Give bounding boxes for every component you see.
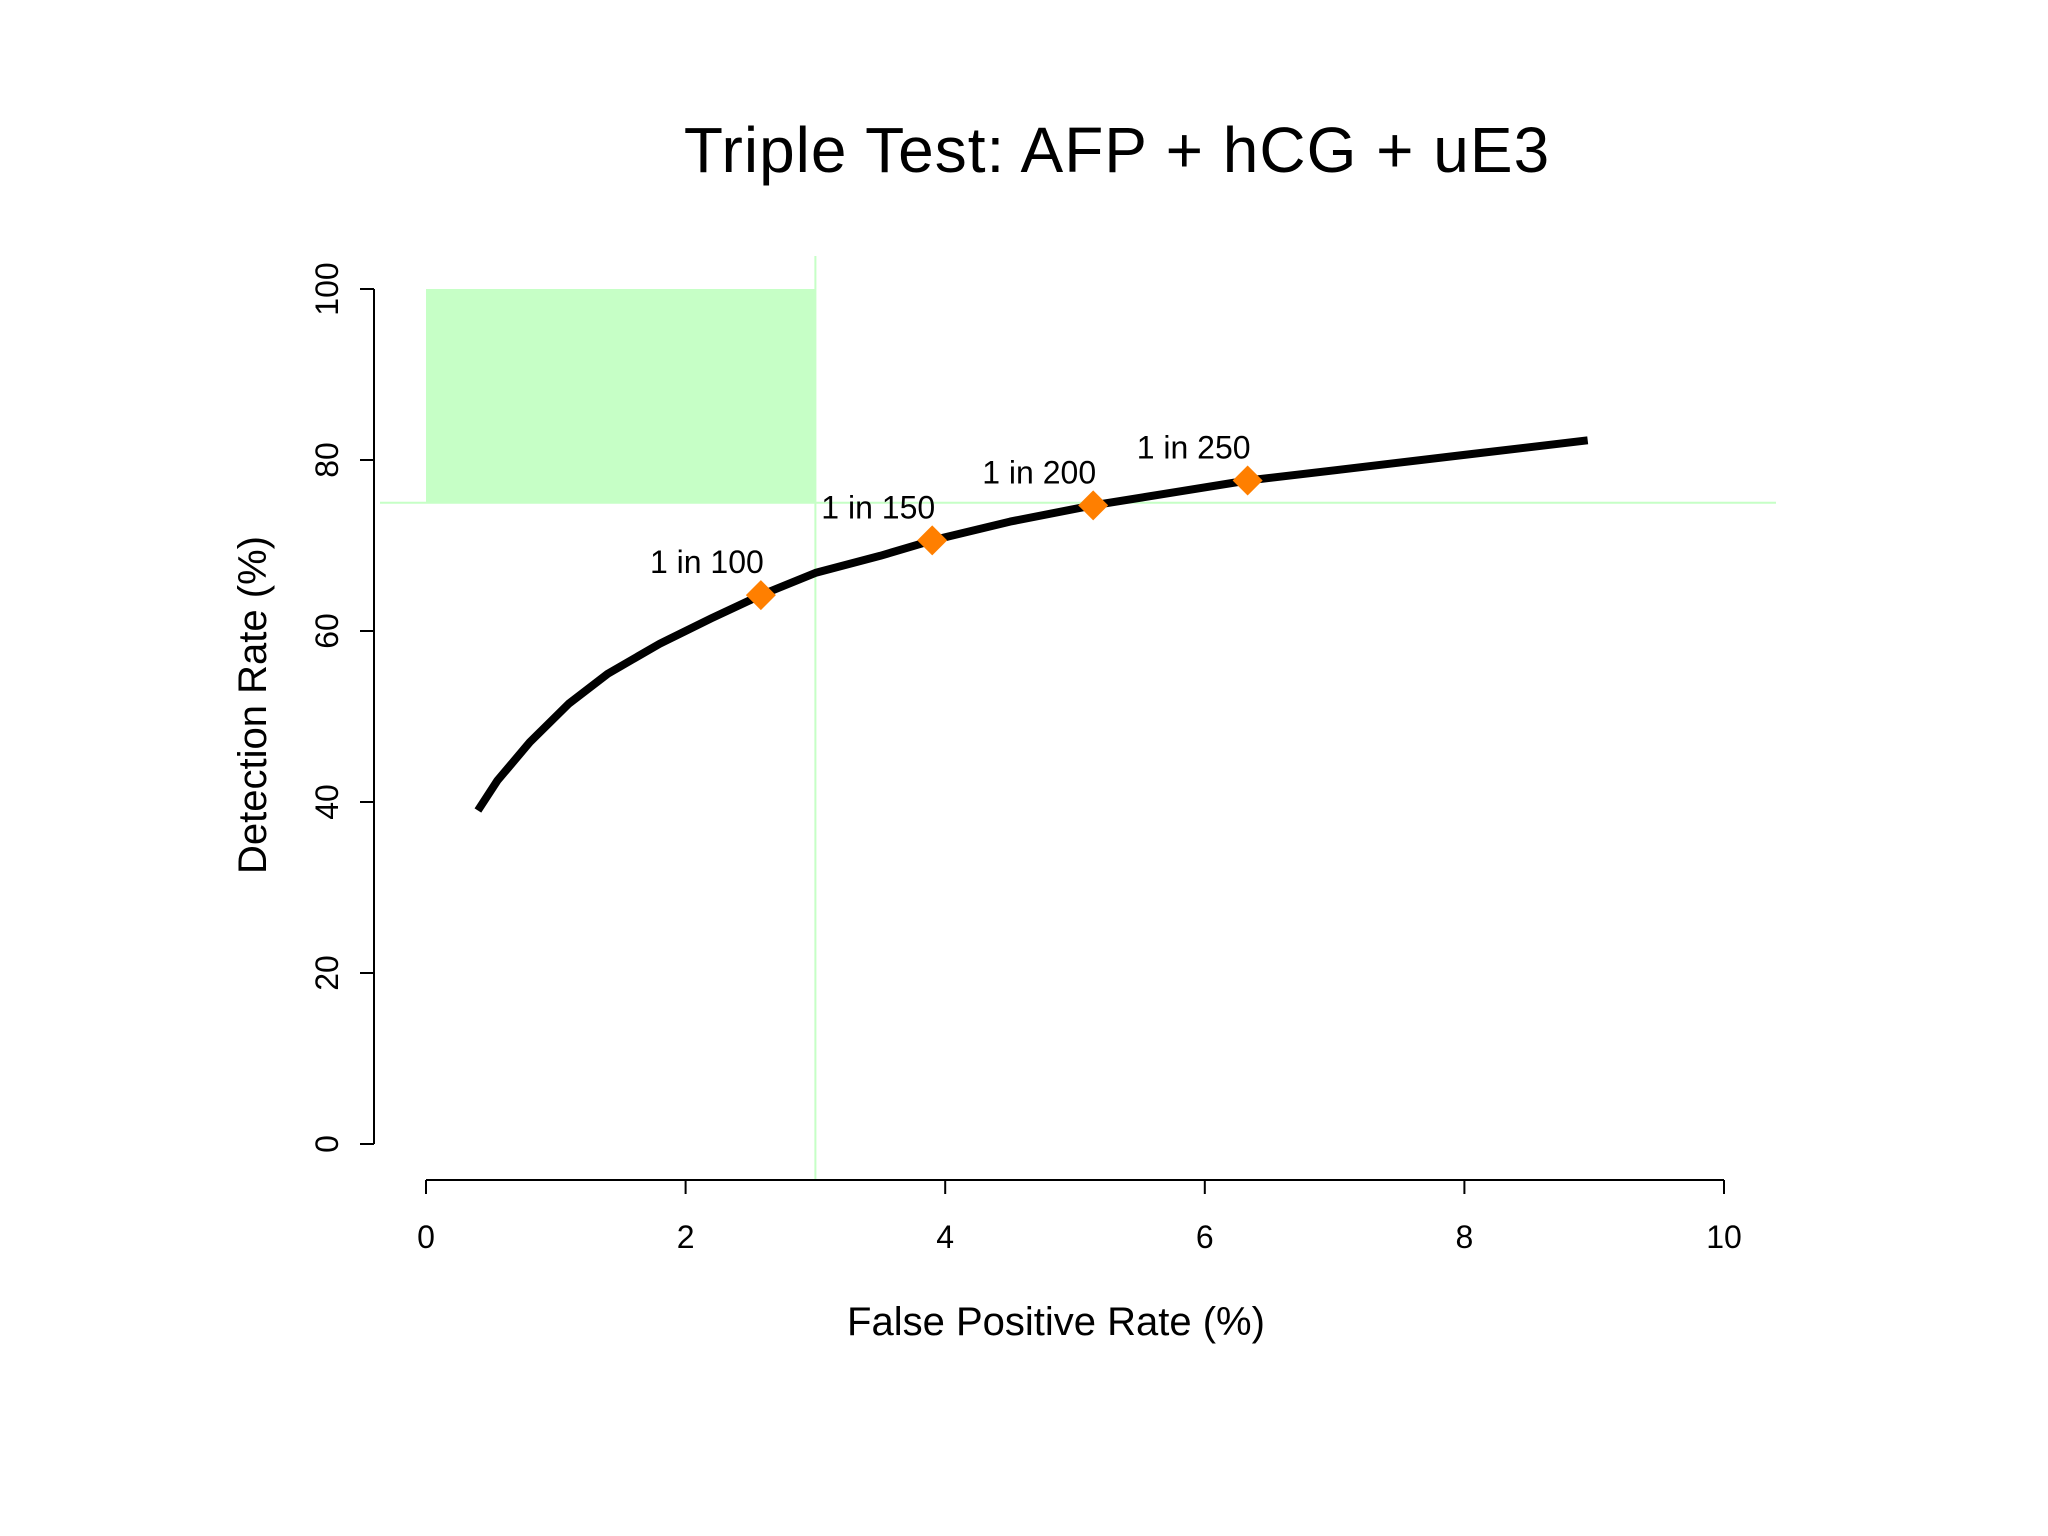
cutoff-point-marker [745,580,776,611]
x-axis-label: False Positive Rate (%) [847,1300,1265,1344]
y-tick-label: 60 [309,613,345,649]
y-tick-label: 40 [309,784,345,820]
cutoff-point-label: 1 in 200 [982,454,1096,490]
chart-title: Triple Test: AFP + hCG + uE3 [684,114,1550,186]
reference-lines-layer [380,256,1776,1180]
target-region [426,289,816,503]
x-tick-label: 4 [936,1219,954,1255]
cutoff-point-label: 1 in 250 [1137,430,1251,466]
y-tick-label: 0 [309,1135,345,1153]
x-tick-label: 8 [1456,1219,1474,1255]
cutoff-point-label: 1 in 100 [650,544,764,580]
x-tick-label: 6 [1196,1219,1214,1255]
y-tick-label: 80 [309,442,345,478]
cutoff-point-marker [1078,490,1109,521]
axes-layer: 0 20 40 60 80 100 0 2 4 6 8 10 [309,262,1742,1255]
points-layer: 1 in 100 1 in 150 1 in 200 1 in 250 [650,430,1263,611]
y-tick-label: 100 [309,262,345,315]
y-tick-label: 20 [309,955,345,991]
target-region-layer [426,289,816,503]
cutoff-point-label: 1 in 150 [821,489,935,525]
cutoff-point-marker [917,525,948,556]
cutoff-point-marker [1232,465,1263,496]
x-tick-label: 0 [417,1219,435,1255]
x-tick-label: 10 [1706,1219,1742,1255]
curve-layer [474,436,1589,813]
detection-curve [474,436,1589,813]
x-tick-label: 2 [677,1219,695,1255]
y-axis-label: Detection Rate (%) [231,536,275,874]
